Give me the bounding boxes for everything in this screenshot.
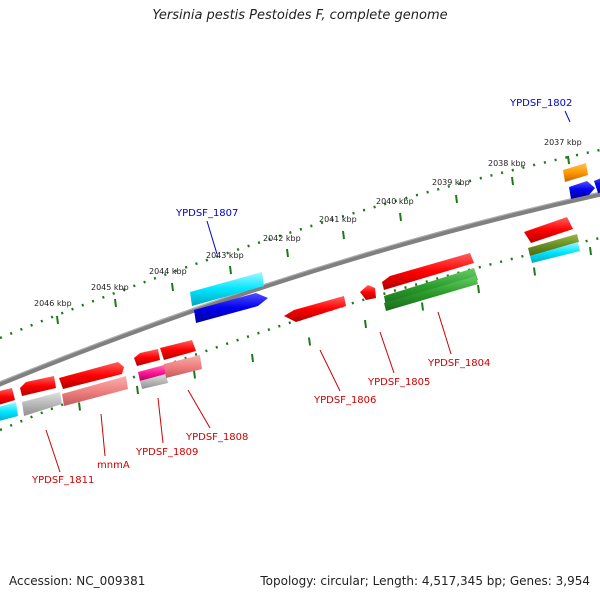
leader-line: [187, 389, 211, 429]
leader-line: [564, 110, 571, 123]
footer-accession: Accession: NC_009381: [9, 574, 146, 588]
gene-feature[interactable]: [569, 181, 595, 199]
gene-label-ypdsf-1811[interactable]: YPDSF_1811: [31, 475, 94, 486]
gene-label-ypdsf-1808[interactable]: YPDSF_1808: [185, 432, 248, 443]
gene-label-ypdsf-1802[interactable]: YPDSF_1802: [509, 98, 572, 109]
gene-label-ypdsf-1804[interactable]: YPDSF_1804: [427, 358, 490, 369]
major-tick: [251, 353, 254, 363]
forward-features: [0, 163, 600, 406]
tick-label: 2039 kbp: [432, 178, 470, 187]
gene-feature[interactable]: [140, 374, 168, 389]
major-tick: [511, 176, 514, 186]
major-tick: [455, 194, 458, 204]
gene-feature[interactable]: [384, 276, 478, 311]
gene-feature[interactable]: [524, 217, 573, 243]
gene-feature[interactable]: [284, 296, 346, 322]
tick-labels: 2037 kbp 2038 kbp 2039 kbp 2040 kbp 2041 kbp…: [34, 138, 582, 308]
inner-tick-ring: [0, 236, 600, 432]
major-tick: [136, 385, 139, 395]
gene-label-ypdsf-1805[interactable]: YPDSF_1805: [367, 377, 430, 388]
tick-label: 2044 kbp: [149, 267, 187, 276]
gene-feature[interactable]: [62, 376, 128, 406]
gene-feature[interactable]: [138, 365, 166, 381]
leader-line: [379, 331, 395, 374]
tick-label: 2038 kbp: [488, 159, 526, 168]
genome-backbone-highlight: [0, 191, 600, 383]
major-tick: [533, 267, 536, 276]
major-tick: [399, 212, 402, 222]
major-tick: [308, 337, 311, 346]
gene-feature[interactable]: [160, 340, 196, 360]
leader-line: [157, 397, 164, 444]
page-title: Yersinia pestis Pestoides F, complete ge…: [152, 8, 448, 23]
tick-label: 2045 kbp: [91, 283, 129, 292]
gene-feature[interactable]: [528, 234, 579, 256]
reverse-features: [0, 234, 580, 422]
gene-feature[interactable]: [530, 242, 580, 263]
leader-line: [206, 220, 218, 255]
gene-feature[interactable]: [360, 285, 376, 300]
leader-line: [437, 311, 452, 355]
gene-feature[interactable]: [0, 402, 18, 422]
gene-feature[interactable]: [20, 376, 56, 396]
gene-label-ypdsf-1809[interactable]: YPDSF_1809: [135, 447, 198, 458]
label-leader-lines: [45, 110, 571, 473]
major-tick: [171, 282, 174, 292]
gene-feature[interactable]: [190, 272, 264, 306]
major-tick: [56, 315, 59, 325]
major-ticks: [56, 155, 592, 411]
footer-stats: Topology: circular; Length: 4,517,345 bp…: [260, 574, 590, 588]
major-tick: [364, 319, 367, 329]
gene-feature[interactable]: [194, 293, 268, 323]
major-tick: [421, 302, 424, 311]
gene-feature[interactable]: [59, 362, 124, 389]
tick-label: 2046 kbp: [34, 299, 72, 308]
leader-line: [45, 429, 61, 473]
gene-feature[interactable]: [164, 355, 202, 378]
major-tick: [114, 298, 117, 308]
gene-feature[interactable]: [134, 349, 160, 366]
gene-labels: YPDSF_1802 YPDSF_1807 YPDSF_1804 YPDSF_1…: [31, 98, 572, 486]
major-tick: [589, 246, 592, 256]
major-tick: [229, 265, 232, 275]
tick-label: 2037 kbp: [544, 138, 582, 147]
major-tick: [193, 370, 196, 379]
major-tick: [567, 155, 570, 165]
gene-label-mnma[interactable]: mnmA: [97, 460, 130, 471]
major-tick: [342, 230, 345, 240]
tick-label: 2040 kbp: [376, 197, 414, 206]
major-tick: [78, 402, 81, 411]
outer-tick-ring: [0, 148, 600, 340]
gene-label-ypdsf-1806[interactable]: YPDSF_1806: [313, 395, 376, 406]
genome-backbone: [0, 191, 600, 387]
gene-label-ypdsf-1807[interactable]: YPDSF_1807: [175, 208, 238, 219]
gene-feature[interactable]: [594, 176, 600, 193]
major-tick: [286, 248, 289, 258]
leader-line: [319, 349, 341, 392]
tick-label: 2042 kbp: [263, 234, 301, 243]
tick-label: 2041 kbp: [319, 215, 357, 224]
major-tick: [477, 284, 480, 294]
gene-feature[interactable]: [0, 388, 15, 406]
tick-label: 2043 kbp: [206, 251, 244, 260]
gene-feature[interactable]: [563, 163, 588, 182]
gene-feature[interactable]: [22, 392, 62, 416]
leader-line: [100, 413, 106, 457]
gene-feature[interactable]: [382, 253, 474, 290]
